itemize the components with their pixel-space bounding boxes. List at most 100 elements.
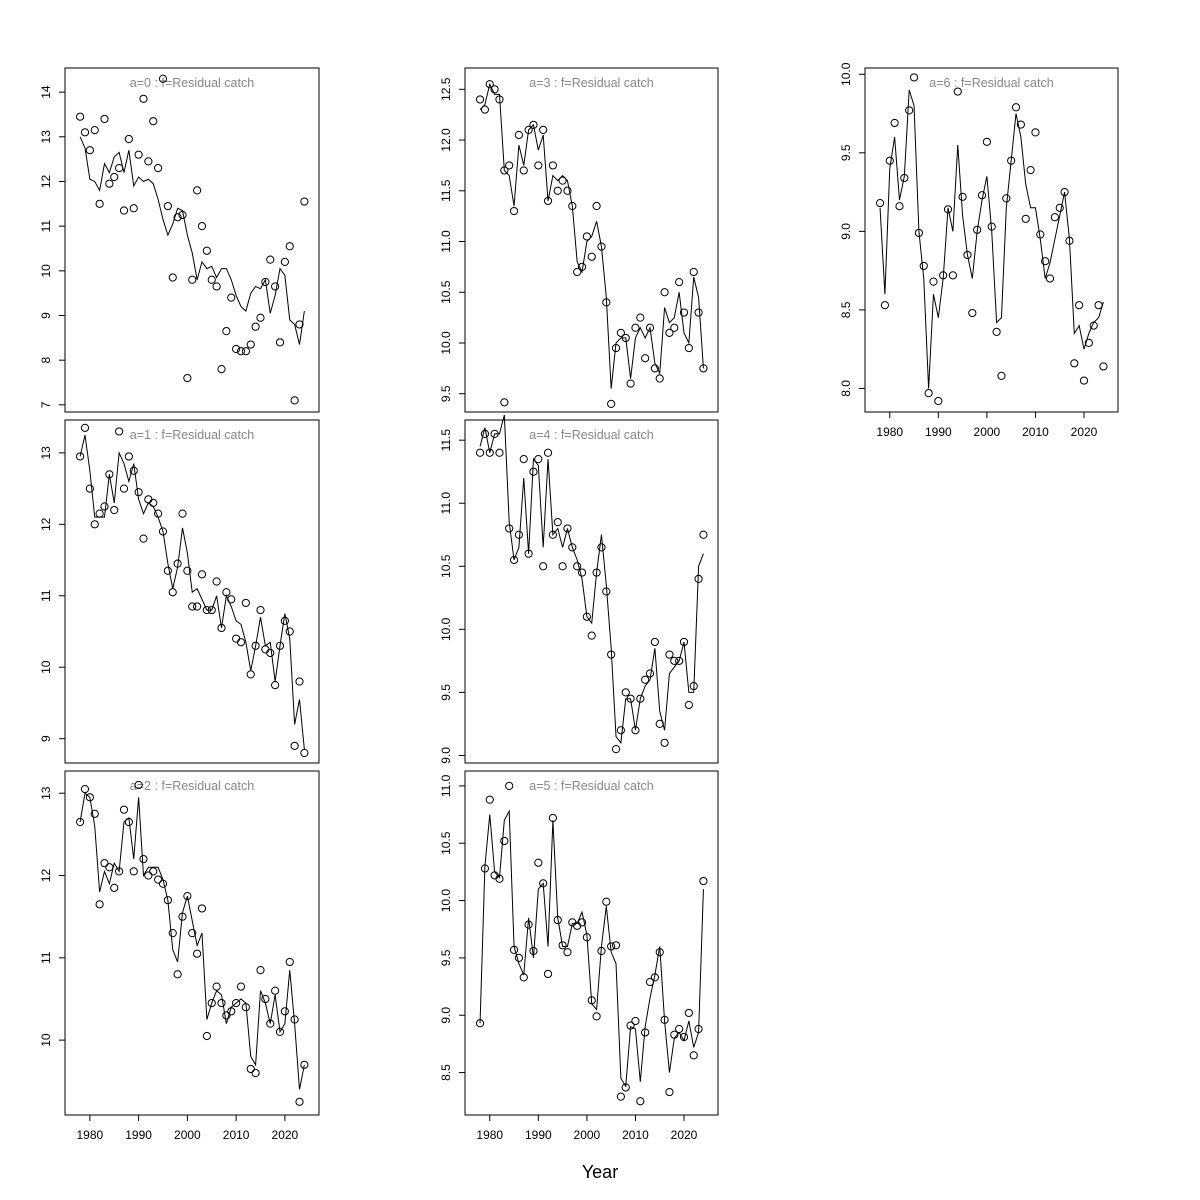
- data-point: [650, 637, 659, 647]
- data-point: [475, 448, 485, 457]
- data-point: [193, 602, 202, 611]
- data-point: [665, 1087, 674, 1097]
- data-point: [266, 1019, 275, 1028]
- data-point: [1079, 376, 1089, 385]
- y-tick-label: 10.5: [439, 554, 453, 578]
- y-tick-label: 11.0: [439, 492, 453, 515]
- y-tick-label: 14: [39, 85, 53, 99]
- data-point: [280, 257, 289, 266]
- data-point: [154, 163, 163, 173]
- data-point: [232, 998, 241, 1008]
- data-point: [246, 1064, 255, 1074]
- data-point: [110, 505, 119, 515]
- data-point: [105, 179, 114, 188]
- data-point: [1011, 103, 1021, 112]
- x-tick-label: 2020: [1071, 425, 1098, 439]
- y-tick-label: 11: [39, 951, 53, 964]
- data-point: [105, 863, 114, 872]
- plot-frame: [64, 770, 320, 1116]
- data-point: [641, 675, 650, 684]
- data-point: [602, 897, 611, 906]
- y-tick-label: 8.0: [839, 380, 853, 397]
- data-point: [490, 85, 499, 94]
- data-point: [616, 328, 625, 337]
- data-point: [514, 130, 524, 140]
- y-tick-label: 8.5: [839, 301, 853, 318]
- y-tick-label: 13: [39, 446, 53, 460]
- data-point: [100, 114, 109, 124]
- data-point: [1084, 338, 1093, 347]
- data-point: [154, 875, 163, 884]
- data-point: [178, 509, 187, 518]
- data-point: [534, 161, 543, 170]
- data-point: [573, 267, 582, 277]
- data-point: [119, 484, 129, 493]
- y-tick-label: 7: [39, 401, 53, 408]
- data-point: [280, 1007, 289, 1016]
- data-point: [134, 488, 143, 497]
- data-point: [953, 87, 962, 96]
- data-point: [90, 520, 99, 529]
- x-tick-label: 2010: [622, 1128, 649, 1142]
- data-point: [890, 118, 899, 128]
- x-tick-label: 1980: [476, 1128, 503, 1142]
- y-tick-label: 10.5: [439, 831, 453, 855]
- data-point: [636, 1097, 645, 1106]
- x-tick-label: 1990: [125, 1128, 152, 1142]
- panel-title: a=1 : f=Residual catch: [130, 428, 254, 442]
- y-tick-label: 9.0: [439, 1007, 453, 1024]
- data-point: [134, 150, 143, 159]
- y-tick-label: 10: [39, 264, 53, 278]
- data-point: [626, 379, 635, 388]
- data-point: [509, 206, 519, 216]
- data-point: [183, 891, 192, 901]
- data-point: [115, 163, 124, 173]
- data-point: [149, 117, 158, 126]
- y-tick-label: 9: [39, 312, 53, 319]
- y-tick-label: 10.0: [439, 331, 453, 355]
- data-point: [592, 201, 601, 211]
- data-point: [80, 128, 90, 137]
- data-point: [924, 389, 933, 398]
- data-point: [1041, 257, 1050, 266]
- fitted-line: [79, 792, 305, 1090]
- data-point: [271, 986, 280, 995]
- data-point: [534, 454, 543, 464]
- data-point: [300, 197, 309, 206]
- data-point: [505, 161, 514, 170]
- y-tick-label: 12.0: [439, 128, 453, 152]
- y-tick-label: 10.0: [439, 889, 453, 913]
- data-point: [539, 125, 548, 134]
- y-tick-label: 10: [39, 660, 53, 674]
- data-point: [95, 509, 104, 518]
- data-point: [285, 242, 294, 251]
- data-point: [139, 94, 148, 103]
- data-point: [689, 1051, 698, 1060]
- data-point: [76, 817, 85, 827]
- y-tick-label: 10.5: [439, 280, 453, 304]
- y-tick-label: 11.0: [439, 774, 453, 797]
- y-tick-label: 10.0: [839, 62, 853, 86]
- data-point: [568, 543, 577, 552]
- data-point: [139, 854, 148, 864]
- data-point: [684, 343, 693, 353]
- data-point: [76, 112, 85, 121]
- data-point: [266, 255, 275, 264]
- data-point: [1070, 359, 1079, 368]
- data-point: [207, 998, 216, 1008]
- data-point: [110, 883, 119, 892]
- data-point: [558, 176, 567, 185]
- data-point: [236, 347, 246, 356]
- data-point: [611, 745, 621, 754]
- data-point: [290, 741, 299, 750]
- y-tick-label: 12: [39, 869, 53, 883]
- data-point: [631, 726, 640, 735]
- data-point: [173, 970, 182, 979]
- data-point: [500, 398, 509, 407]
- data-point: [880, 301, 890, 310]
- data-point: [699, 876, 708, 886]
- data-point: [514, 953, 524, 963]
- x-tick-label: 1980: [77, 1128, 104, 1142]
- data-point: [241, 598, 250, 608]
